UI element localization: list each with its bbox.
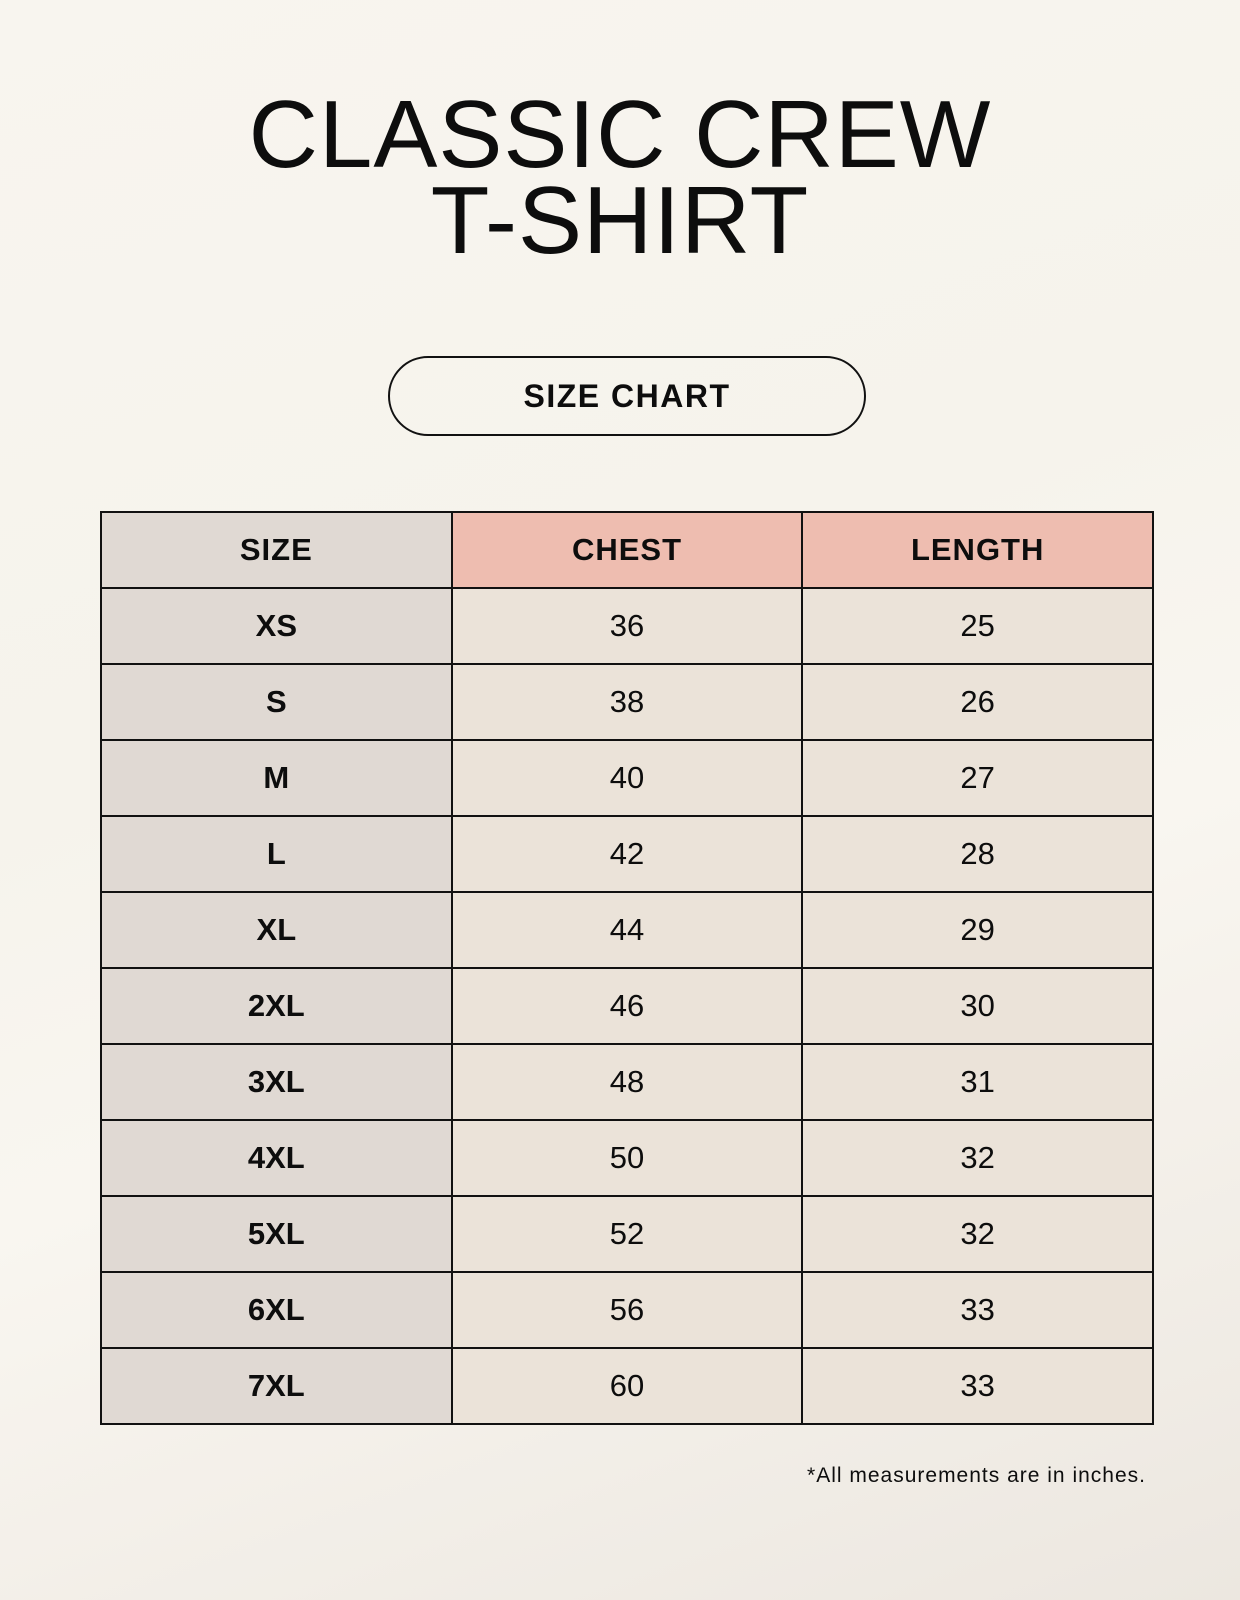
cell-chest: 48: [450, 1043, 804, 1121]
cell-size: XS: [100, 587, 453, 665]
table-row: 5XL 52 32: [100, 1195, 1154, 1273]
cell-chest: 44: [450, 891, 804, 969]
header-size: SIZE: [100, 511, 453, 589]
title-line-2: T-SHIRT: [430, 167, 810, 274]
cell-length: 30: [801, 967, 1154, 1045]
cell-chest: 52: [450, 1195, 804, 1273]
header-chest: CHEST: [450, 511, 804, 589]
cell-size: 3XL: [100, 1043, 453, 1121]
cell-size: S: [100, 663, 453, 741]
cell-length: 25: [801, 587, 1154, 665]
cell-chest: 56: [450, 1271, 804, 1349]
cell-length: 31: [801, 1043, 1154, 1121]
header-length: LENGTH: [801, 511, 1154, 589]
header-row: SIZE CHEST LENGTH: [100, 511, 1154, 589]
table-row: 2XL 46 30: [100, 967, 1154, 1045]
cell-length: 29: [801, 891, 1154, 969]
cell-size: 7XL: [100, 1347, 453, 1425]
page-title: CLASSIC CREW T-SHIRT: [0, 81, 1240, 274]
cell-chest: 60: [450, 1347, 804, 1425]
footnote: *All measurements are in inches.: [807, 1464, 1146, 1487]
cell-size: 6XL: [100, 1271, 453, 1349]
cell-size: XL: [100, 891, 453, 969]
cell-length: 33: [801, 1347, 1154, 1425]
cell-chest: 46: [450, 967, 804, 1045]
cell-size: 5XL: [100, 1195, 453, 1273]
cell-chest: 36: [450, 587, 804, 665]
cell-chest: 50: [450, 1119, 804, 1197]
title-line-1: CLASSIC CREW: [248, 81, 992, 188]
table-row: L 42 28: [100, 815, 1154, 893]
cell-length: 26: [801, 663, 1154, 741]
cell-length: 28: [801, 815, 1154, 893]
cell-length: 33: [801, 1271, 1154, 1349]
table-row: 3XL 48 31: [100, 1043, 1154, 1121]
cell-chest: 40: [450, 739, 804, 817]
cell-size: L: [100, 815, 453, 893]
table-row: S 38 26: [100, 663, 1154, 741]
size-chart-badge: SIZE CHART: [388, 356, 866, 436]
table-row: M 40 27: [100, 739, 1154, 817]
cell-length: 32: [801, 1119, 1154, 1197]
cell-size: 2XL: [100, 967, 453, 1045]
cell-chest: 38: [450, 663, 804, 741]
size-table: SIZE CHEST LENGTH XS 36 25 S 38 26 M 40 27 L 42 28 X…: [100, 511, 1154, 1425]
table-row: XS 36 25: [100, 587, 1154, 665]
table-row: 7XL 60 33: [100, 1347, 1154, 1425]
table-row: 6XL 56 33: [100, 1271, 1154, 1349]
cell-length: 32: [801, 1195, 1154, 1273]
table-row: 4XL 50 32: [100, 1119, 1154, 1197]
table-row: XL 44 29: [100, 891, 1154, 969]
cell-size: M: [100, 739, 453, 817]
cell-chest: 42: [450, 815, 804, 893]
cell-length: 27: [801, 739, 1154, 817]
cell-size: 4XL: [100, 1119, 453, 1197]
